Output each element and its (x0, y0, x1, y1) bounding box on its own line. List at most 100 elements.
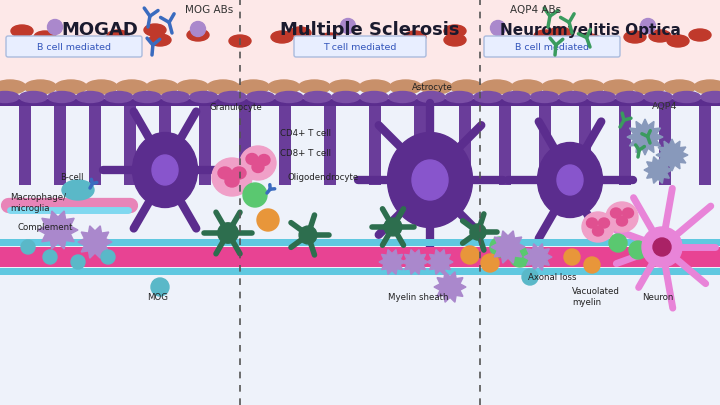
Ellipse shape (664, 80, 696, 94)
FancyBboxPatch shape (239, 105, 251, 185)
Ellipse shape (606, 202, 638, 232)
Ellipse shape (549, 27, 571, 39)
Text: Macrophage/
microglia: Macrophage/ microglia (10, 193, 66, 213)
Ellipse shape (101, 250, 115, 264)
Polygon shape (427, 249, 453, 274)
Text: MOGAD: MOGAD (62, 21, 138, 39)
Ellipse shape (389, 92, 417, 102)
Ellipse shape (271, 31, 293, 43)
FancyBboxPatch shape (0, 99, 720, 106)
FancyBboxPatch shape (659, 105, 671, 185)
Text: Vacuolated
myelin: Vacuolated myelin (572, 287, 620, 307)
Polygon shape (402, 249, 428, 274)
Ellipse shape (564, 249, 580, 265)
Text: T cell mediated: T cell mediated (323, 43, 397, 51)
Ellipse shape (611, 208, 621, 218)
FancyBboxPatch shape (54, 105, 66, 185)
Text: B cell mediated: B cell mediated (515, 43, 589, 51)
FancyBboxPatch shape (484, 36, 620, 57)
Ellipse shape (319, 33, 341, 45)
Ellipse shape (644, 92, 672, 102)
Ellipse shape (225, 175, 239, 187)
Ellipse shape (85, 80, 117, 94)
Ellipse shape (152, 155, 178, 185)
Text: Myelin sheath: Myelin sheath (388, 292, 449, 301)
Ellipse shape (19, 92, 48, 102)
Ellipse shape (609, 234, 627, 252)
Text: Multiple Sclerosis: Multiple Sclerosis (280, 21, 460, 39)
Polygon shape (656, 139, 688, 171)
Ellipse shape (252, 162, 264, 173)
Ellipse shape (116, 80, 148, 94)
Ellipse shape (146, 80, 178, 94)
FancyBboxPatch shape (279, 105, 291, 185)
Ellipse shape (390, 80, 422, 94)
Text: MOG: MOG (148, 292, 168, 301)
FancyBboxPatch shape (699, 105, 711, 185)
Ellipse shape (598, 218, 610, 228)
Polygon shape (644, 157, 672, 183)
Ellipse shape (474, 92, 502, 102)
Ellipse shape (384, 218, 402, 236)
Text: CD8+ T cell: CD8+ T cell (280, 149, 331, 158)
FancyBboxPatch shape (579, 105, 591, 185)
FancyBboxPatch shape (539, 105, 551, 185)
Polygon shape (434, 272, 466, 302)
Ellipse shape (240, 146, 276, 180)
FancyBboxPatch shape (124, 105, 136, 185)
Polygon shape (627, 119, 663, 155)
FancyBboxPatch shape (199, 105, 211, 185)
Ellipse shape (298, 80, 330, 94)
FancyBboxPatch shape (459, 105, 471, 185)
Ellipse shape (624, 31, 646, 43)
Text: Neuromyelitis Optica: Neuromyelitis Optica (500, 23, 680, 38)
FancyBboxPatch shape (0, 268, 720, 275)
Ellipse shape (481, 254, 499, 272)
Polygon shape (491, 231, 525, 263)
Ellipse shape (511, 80, 544, 94)
Ellipse shape (133, 92, 161, 102)
Ellipse shape (258, 154, 270, 166)
Ellipse shape (531, 92, 559, 102)
Ellipse shape (332, 92, 360, 102)
Ellipse shape (246, 153, 258, 164)
Ellipse shape (667, 35, 689, 47)
Ellipse shape (538, 143, 603, 217)
Ellipse shape (218, 92, 246, 102)
Ellipse shape (21, 240, 35, 254)
Ellipse shape (229, 35, 251, 47)
Ellipse shape (104, 92, 132, 102)
Ellipse shape (641, 19, 655, 34)
Ellipse shape (412, 160, 448, 200)
Ellipse shape (303, 92, 331, 102)
Ellipse shape (444, 34, 466, 46)
Ellipse shape (11, 25, 33, 37)
Polygon shape (38, 211, 78, 249)
Ellipse shape (34, 31, 56, 43)
FancyBboxPatch shape (619, 105, 631, 185)
Ellipse shape (0, 80, 26, 94)
Ellipse shape (359, 80, 391, 94)
Ellipse shape (62, 180, 94, 200)
Polygon shape (379, 249, 405, 274)
Text: Neuron: Neuron (642, 292, 673, 301)
Ellipse shape (24, 80, 56, 94)
Ellipse shape (542, 80, 574, 94)
FancyBboxPatch shape (0, 247, 720, 267)
FancyBboxPatch shape (89, 105, 101, 185)
Ellipse shape (387, 132, 472, 228)
Ellipse shape (238, 80, 269, 94)
Ellipse shape (48, 19, 63, 34)
Ellipse shape (212, 158, 252, 196)
Ellipse shape (190, 92, 217, 102)
Ellipse shape (616, 216, 628, 226)
Ellipse shape (341, 19, 356, 34)
Ellipse shape (490, 237, 510, 257)
Ellipse shape (404, 31, 426, 43)
Ellipse shape (633, 80, 665, 94)
Ellipse shape (557, 165, 583, 195)
Ellipse shape (329, 80, 361, 94)
Text: Astrocyte: Astrocyte (412, 83, 452, 92)
Ellipse shape (470, 224, 486, 240)
Ellipse shape (522, 269, 538, 285)
